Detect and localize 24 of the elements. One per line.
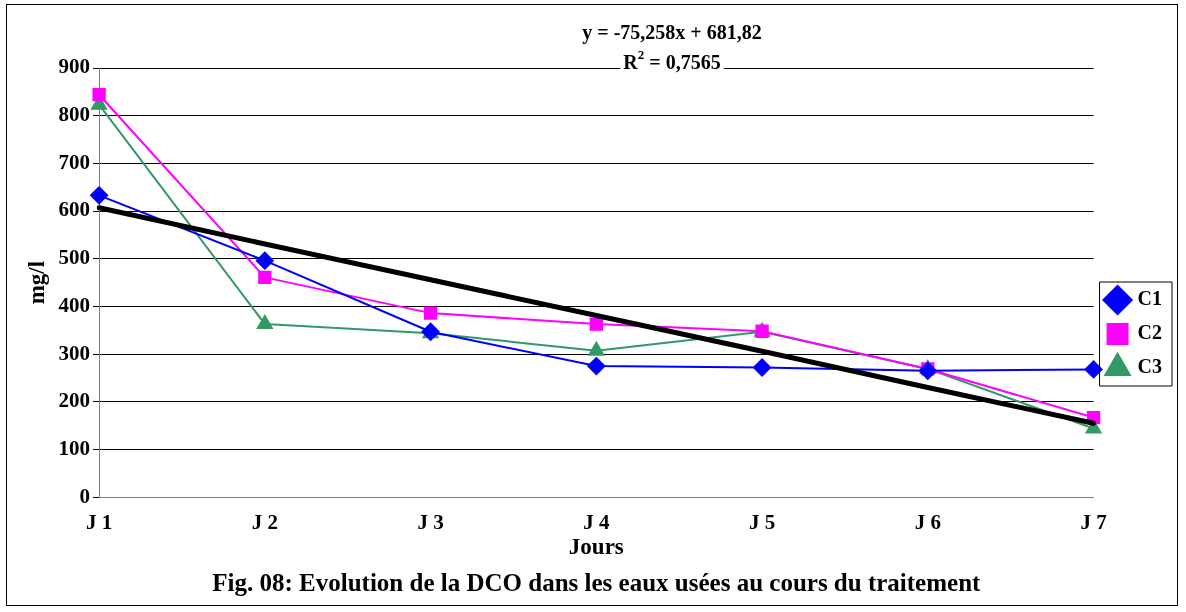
y-tick-label: 300 [58,340,91,365]
x-tick-label: J 7 [1080,510,1107,535]
x-tick-label: J 1 [85,510,113,535]
y-tick-label: 700 [58,149,91,174]
y-tick-label: 0 [79,483,91,508]
y-tick-label: 200 [58,388,91,413]
y-axis-title: mg/l [23,260,49,305]
x-tick-label: J 6 [914,510,941,535]
y-tick-label: 100 [58,435,91,460]
y-tick-label: 900 [58,54,91,79]
text: Fig. 08: Evolution de la DCO dans les eaux usées au cours du traitement [212,569,982,597]
x-tick-label: J 2 [251,510,278,535]
legend-label: C2 [1137,321,1163,344]
x-tick-label: J 5 [748,510,776,535]
text: y = -75,258x + 681,82 [582,21,762,45]
legend-label: C3 [1137,355,1163,378]
y-tick-label: 500 [58,245,91,270]
x-tick-label: J 4 [583,510,610,535]
y-tick-label: 800 [58,102,91,127]
y-tick-label: 400 [58,292,91,317]
y-tick-label: 600 [58,197,91,222]
x-axis-title: Jours [568,534,624,560]
x-tick-label: J 3 [417,510,444,535]
legend-label: C1 [1137,287,1163,310]
